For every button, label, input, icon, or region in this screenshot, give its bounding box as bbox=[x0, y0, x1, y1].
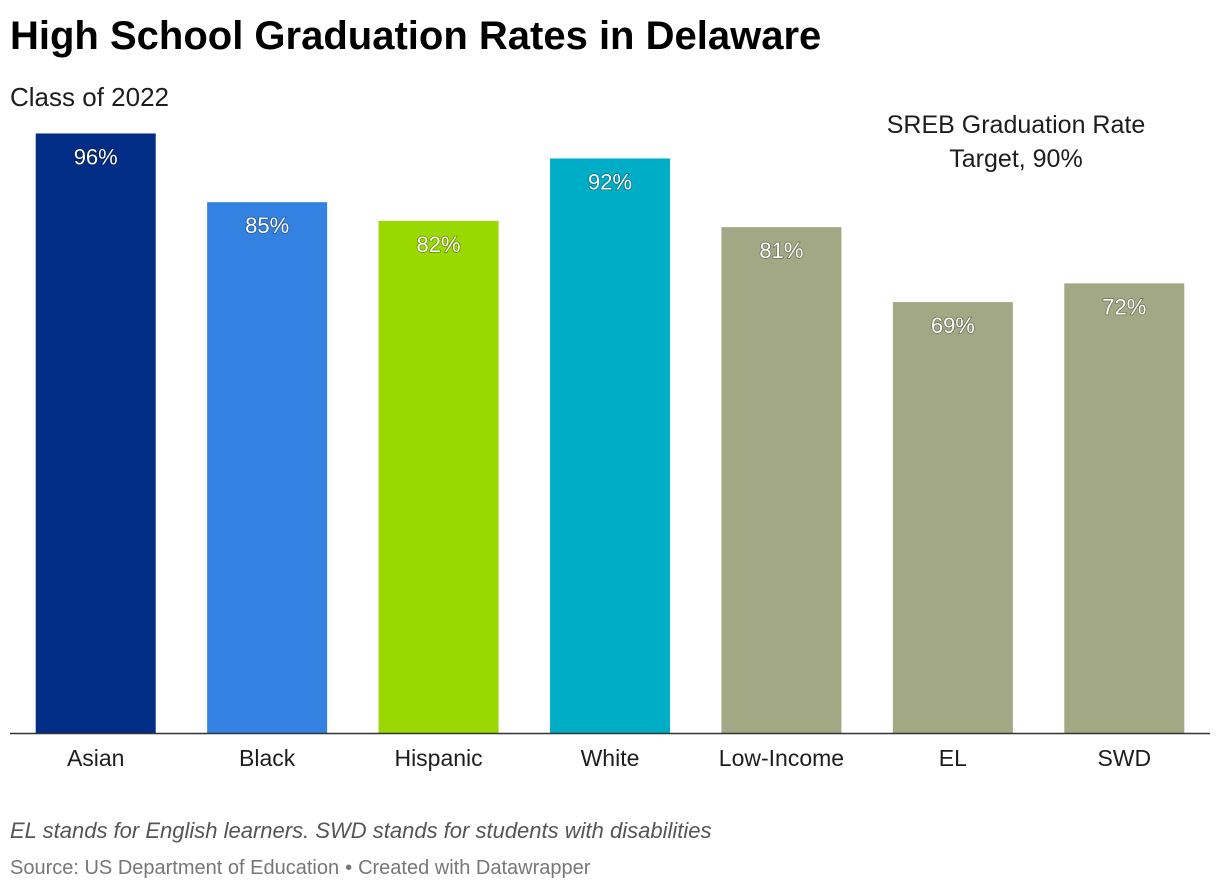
sreb-target-annotation: SREB Graduation Rate Target, 90% bbox=[856, 108, 1176, 176]
bar-asian bbox=[35, 133, 156, 734]
bar-el bbox=[892, 302, 1013, 733]
category-label: White bbox=[581, 745, 640, 771]
chart-source: Source: US Department of Education • Creat… bbox=[10, 854, 590, 882]
category-label: Black bbox=[239, 745, 296, 771]
bar-white bbox=[550, 158, 670, 733]
annotation-line-1: SREB Graduation Rate bbox=[886, 111, 1146, 139]
chart-notes: EL stands for English learners. SWD stan… bbox=[10, 818, 712, 843]
chart-subtitle: Class of 2022 bbox=[10, 82, 169, 112]
value-label: 85% bbox=[245, 213, 289, 238]
annotation-line-2: Target, 90% bbox=[949, 145, 1083, 173]
value-label: 92% bbox=[588, 169, 632, 194]
source-credit: Created with Datawrapper bbox=[358, 857, 591, 879]
category-label: Low-Income bbox=[719, 745, 844, 771]
bar-swd bbox=[1064, 283, 1185, 733]
chart-title: High School Graduation Rates in Delaware bbox=[10, 14, 822, 58]
value-label: 82% bbox=[417, 232, 461, 257]
value-labels-group: 96% 85% 82% 92% 81% 69% 72% bbox=[73, 144, 1147, 339]
source-separator: • bbox=[345, 857, 353, 879]
bars-group bbox=[35, 133, 1185, 734]
bar-black bbox=[207, 202, 328, 734]
category-label: Hispanic bbox=[394, 745, 482, 771]
source-text: Source: US Department of Education bbox=[10, 857, 340, 879]
bar-hispanic bbox=[378, 220, 499, 733]
value-label: 69% bbox=[931, 313, 975, 338]
bar-low-income bbox=[721, 227, 842, 733]
value-label: 72% bbox=[1102, 294, 1146, 319]
category-labels-group: Asian Black Hispanic White Low-Income EL SWD bbox=[67, 745, 1151, 771]
category-label: SWD bbox=[1097, 745, 1151, 771]
value-label: 81% bbox=[759, 238, 803, 263]
category-label: Asian bbox=[67, 745, 125, 771]
category-label: EL bbox=[939, 745, 967, 771]
value-label: 96% bbox=[74, 144, 118, 169]
